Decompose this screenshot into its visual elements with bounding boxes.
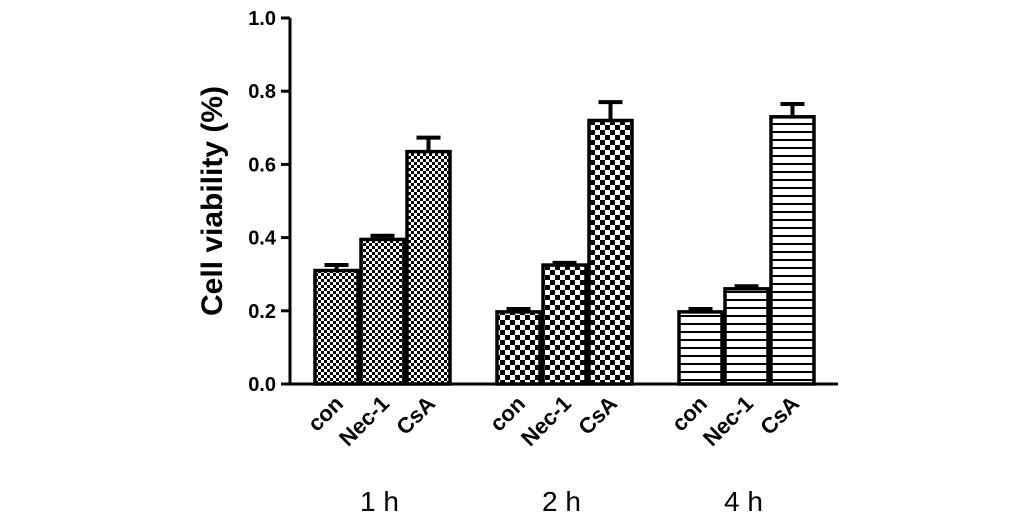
- category-label: CsA: [391, 391, 440, 440]
- bar-csa-1h: [405, 149, 452, 386]
- bar-nec-1-2h: [541, 263, 588, 386]
- category-label: Nec-1: [698, 391, 758, 451]
- y-tick-label: 0.2: [248, 301, 276, 323]
- bar-nec-1-4h: [723, 287, 770, 386]
- y-axis-ticks: 0.0 0.2 0.4 0.6 0.8 1.0: [248, 8, 290, 396]
- category-label: Nec-1: [516, 391, 576, 451]
- bar-csa-4h: [769, 115, 816, 386]
- bar-con-4h: [677, 310, 724, 386]
- category-label: Nec-1: [334, 391, 394, 451]
- category-label: CsA: [573, 391, 622, 440]
- y-tick-label: 0.4: [248, 228, 277, 250]
- y-tick-label: 0.6: [248, 154, 276, 176]
- bar-con-1h: [313, 268, 360, 386]
- y-tick-label: 1.0: [248, 8, 276, 30]
- bar-con-2h: [495, 310, 542, 386]
- y-axis-label: Cell viability (%): [196, 86, 229, 316]
- bar-csa-2h: [587, 118, 634, 386]
- category-label: CsA: [755, 391, 804, 440]
- bar-nec-1-1h: [359, 237, 406, 386]
- group-label: 1 h: [360, 486, 399, 517]
- y-tick-label: 0.0: [248, 374, 276, 396]
- y-tick-label: 0.8: [248, 81, 276, 103]
- group-label: 4 h: [724, 486, 763, 517]
- bars: [313, 100, 816, 386]
- group-label: 2 h: [542, 486, 581, 517]
- group-labels: 1 h 2 h 4 h: [360, 486, 763, 517]
